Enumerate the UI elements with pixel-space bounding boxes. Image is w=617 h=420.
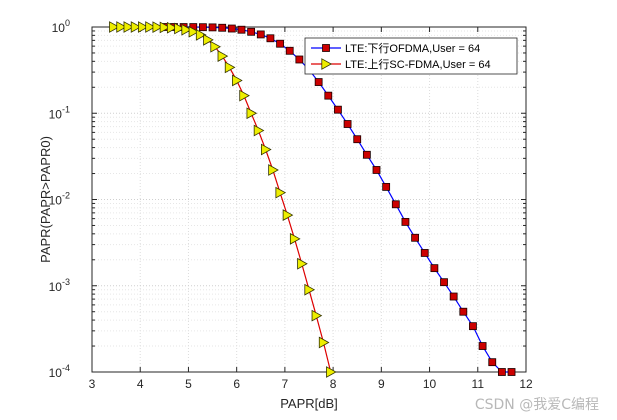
series-1-point [295, 55, 304, 64]
series-2-point [210, 40, 221, 53]
x-tick-label: 4 [137, 377, 144, 391]
series-1-point [353, 135, 362, 144]
series-1-point [372, 166, 381, 174]
series-2-point [188, 25, 200, 38]
y-tick-label: 10-4 [49, 363, 70, 380]
series-2-point [275, 186, 287, 199]
series-2-point [203, 33, 214, 46]
series-1-point [199, 23, 207, 32]
x-tick-label: 11 [472, 377, 485, 391]
series-2-point [282, 209, 294, 221]
series-1-point [266, 34, 275, 43]
series-1-point [208, 23, 217, 32]
series-1-point [430, 264, 439, 273]
series-2-point [260, 143, 272, 156]
series-2-point [253, 124, 265, 137]
y-axis-label: PAPR(PAPR>PAPR0) [38, 136, 53, 263]
series-2-point [152, 21, 164, 33]
series-1-point [507, 368, 516, 376]
series-1-point [391, 200, 400, 209]
series-1-point [237, 25, 246, 34]
series-1-point [440, 278, 448, 287]
series-1-point [488, 358, 497, 367]
series-2-point [181, 23, 193, 36]
series-1-point [218, 23, 227, 32]
series-2-point [318, 336, 330, 349]
series-1-point [497, 368, 506, 376]
grid [91, 26, 527, 373]
series-2-point [123, 21, 135, 33]
x-tick-label: 9 [378, 377, 385, 391]
series-2-point [268, 164, 279, 176]
x-tick-label: 8 [330, 377, 337, 391]
series-1-point [343, 120, 352, 128]
watermark: CSDN @我爱C编程 [474, 397, 599, 413]
series-2-point [289, 232, 301, 245]
series-2-point [239, 89, 250, 102]
legend: LTE:下行OFDMA,User = 64 LTE:上行SC-FDMA,User … [304, 37, 518, 75]
series-2-point [311, 309, 323, 322]
series-2-point [138, 21, 149, 33]
series-2-point [130, 21, 142, 33]
series-1-point [362, 150, 371, 159]
x-axis-label: PAPR[dB] [280, 396, 338, 411]
x-tick-label: 3 [89, 377, 96, 391]
series-1-point [459, 307, 468, 316]
series-1-point [227, 24, 236, 33]
y-tick-label: 100 [52, 18, 70, 35]
series-1-point [411, 233, 419, 242]
series-1-point [469, 322, 477, 331]
series-2-point [232, 74, 243, 87]
series-1-point [478, 342, 487, 350]
x-tick-label: 12 [519, 377, 533, 391]
series-2-point [217, 50, 229, 62]
y-tick-label: 10-1 [49, 104, 70, 121]
series-2-point [297, 257, 308, 270]
series-2-point [224, 61, 236, 74]
x-tick-label: 10 [423, 377, 437, 391]
y-tick-label: 10-3 [49, 277, 70, 294]
x-tick-label: 7 [282, 377, 289, 391]
series-2-point [246, 107, 258, 120]
series-2-point [174, 22, 185, 35]
legend-label: LTE:上行SC-FDMA,User = 64 [345, 58, 491, 71]
series-1-point [314, 78, 323, 86]
series-2-point [109, 21, 120, 33]
series-1-point [247, 27, 256, 36]
series-1-point [256, 30, 265, 39]
series-1-point [334, 105, 342, 114]
legend-label: LTE:下行OFDMA,User = 64 [345, 42, 480, 55]
series-2-point [304, 283, 316, 296]
series-2-point [159, 21, 171, 34]
series-2-point [195, 29, 207, 41]
series-1-point [276, 39, 284, 48]
series-1-point [382, 182, 391, 191]
x-tick-label: 5 [185, 377, 192, 391]
legend-entry-1: LTE:下行OFDMA,User = 64 [311, 42, 480, 55]
series-1-point [324, 91, 333, 100]
series-2-point [326, 366, 337, 378]
series-2 [109, 21, 337, 378]
series-1-point [420, 249, 429, 257]
legend-marker [322, 44, 330, 52]
series-2-point [116, 21, 127, 33]
series-1-point [449, 292, 458, 301]
series-1-line [164, 26, 512, 373]
series-2-point [145, 21, 156, 33]
legend-marker [321, 58, 333, 70]
series-2-point [166, 21, 178, 34]
series-1-point [401, 217, 410, 226]
legend-entry-2: LTE:上行SC-FDMA,User = 64 [311, 58, 491, 71]
x-tick-label: 6 [233, 377, 240, 391]
series-1-point [285, 46, 294, 55]
series-layer [109, 21, 516, 378]
legend-box [304, 37, 518, 75]
